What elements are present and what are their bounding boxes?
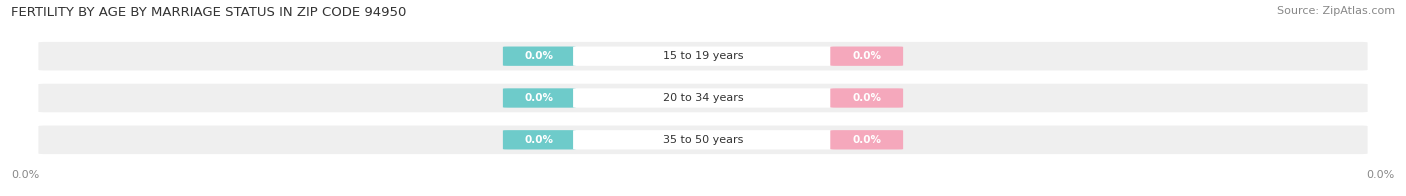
FancyBboxPatch shape <box>503 46 575 66</box>
Text: 0.0%: 0.0% <box>524 93 554 103</box>
FancyBboxPatch shape <box>831 46 903 66</box>
FancyBboxPatch shape <box>37 82 1369 114</box>
Text: 15 to 19 years: 15 to 19 years <box>662 51 744 61</box>
Text: 0.0%: 0.0% <box>852 93 882 103</box>
Text: 35 to 50 years: 35 to 50 years <box>662 135 744 145</box>
Text: 0.0%: 0.0% <box>852 51 882 61</box>
FancyBboxPatch shape <box>574 130 832 150</box>
FancyBboxPatch shape <box>831 88 903 108</box>
FancyBboxPatch shape <box>503 130 575 150</box>
Text: 20 to 34 years: 20 to 34 years <box>662 93 744 103</box>
Text: FERTILITY BY AGE BY MARRIAGE STATUS IN ZIP CODE 94950: FERTILITY BY AGE BY MARRIAGE STATUS IN Z… <box>11 6 406 19</box>
Text: 0.0%: 0.0% <box>524 135 554 145</box>
Text: 0.0%: 0.0% <box>852 135 882 145</box>
FancyBboxPatch shape <box>574 46 832 66</box>
FancyBboxPatch shape <box>37 41 1369 72</box>
Text: 0.0%: 0.0% <box>1367 170 1395 180</box>
Text: Source: ZipAtlas.com: Source: ZipAtlas.com <box>1277 6 1395 16</box>
FancyBboxPatch shape <box>831 130 903 150</box>
FancyBboxPatch shape <box>503 88 575 108</box>
Text: 0.0%: 0.0% <box>524 51 554 61</box>
Text: 0.0%: 0.0% <box>11 170 39 180</box>
FancyBboxPatch shape <box>37 124 1369 155</box>
FancyBboxPatch shape <box>574 88 832 108</box>
